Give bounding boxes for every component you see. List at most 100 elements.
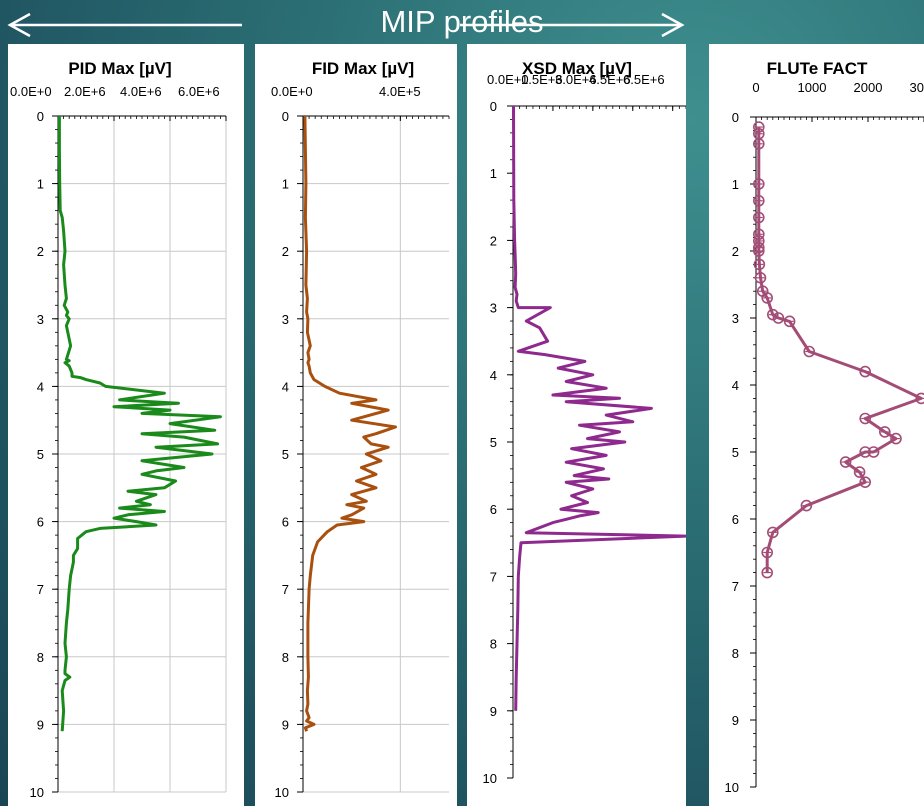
- fid-y-tick-label: 2: [282, 244, 289, 259]
- xsd-y-tick-label: 3: [490, 301, 497, 316]
- fact-data-point: [766, 526, 779, 539]
- fid-chart: FID Max [µV] 0.0E+0 4.0E+5 0 1 2 3 4 5 6 7 8 9 10: [271, 59, 450, 800]
- pid-x-tick-label: 4.0E+6: [120, 84, 162, 99]
- header: MIP profiles: [0, 0, 924, 46]
- fact-data-point: [761, 566, 774, 579]
- fact-x-tick-label: 1000: [798, 80, 827, 95]
- xsd-chart: XSD Max [µV]0.0E+01.5E+63.0E+64.5E+66.5E…: [483, 59, 686, 786]
- fact-y-tick-label: 9: [732, 713, 739, 728]
- pid-y-tick-label: 3: [37, 312, 44, 327]
- pid-y-tick-label: 6: [37, 515, 44, 530]
- fact-data-point: [879, 426, 891, 438]
- fid-chart-panel: FID Max [µV] 0.0E+0 4.0E+5 0 1 2 3 4 5 6 7 8 9 10: [255, 44, 457, 806]
- fact-y-tick-label: 0: [732, 110, 739, 125]
- fid-y-tick-label: 7: [282, 582, 289, 597]
- pid-y-tick-label: 10: [30, 785, 44, 800]
- xsd-y-tick-label: 2: [490, 233, 497, 248]
- pid-y-tick-label: 5: [37, 447, 44, 462]
- left-arrow-icon: [7, 12, 242, 38]
- fact-data-point: [752, 241, 765, 254]
- fact-series-line: [757, 127, 923, 573]
- fid-y-tick-label: 8: [282, 650, 289, 665]
- xsd-x-tick-label: 0.0E+0: [487, 72, 529, 87]
- fact-y-tick-label: 10: [725, 780, 739, 795]
- fact-data-point: [800, 499, 813, 512]
- pid-series-line: [57, 116, 222, 732]
- pid-y-tick-label: 8: [37, 650, 44, 665]
- xsd-chart-panel: XSD Max [µV] 0.0E+0 1.5E+6 3.0E+6 4.5E+6 6.5E…: [467, 44, 686, 806]
- fid-y-tick-label: 6: [282, 515, 289, 530]
- fact-data-point: [783, 315, 796, 328]
- fact-y-tick-label: 6: [732, 512, 739, 527]
- xsd-y-tick-label: 1: [490, 166, 497, 181]
- fid-y-tick-label: 4: [282, 379, 289, 394]
- pid-y-tick-label: 9: [37, 717, 44, 732]
- fact-data-point: [752, 121, 765, 133]
- xsd-y-tick-label: 8: [490, 637, 497, 652]
- pid-x-tick-label: 6.0E+6: [178, 84, 220, 99]
- pid-y-tick-label: 7: [37, 582, 44, 597]
- pid-y-tick-label: 2: [37, 244, 44, 259]
- fact-x-tick-label: 0: [752, 80, 759, 95]
- fact-y-tick-label: 1: [732, 177, 739, 192]
- pid-y-tick-label: 1: [37, 177, 44, 192]
- xsd-y-tick-label: 4: [490, 368, 497, 383]
- fid-y-tick-label: 10: [275, 785, 289, 800]
- fact-data-point: [753, 258, 766, 271]
- fid-x-tick-label: 4.0E+5: [379, 84, 421, 99]
- fact-data-point: [803, 345, 815, 358]
- fid-y-tick-label: 1: [282, 177, 289, 192]
- pid-chart: PID Max [µV] 0.0E+0 2.0E+6 4.0E+6 6.0E+6 0 1 2 3…: [10, 59, 227, 800]
- pid-y-tick-label: 4: [37, 379, 44, 394]
- fact-data-point: [752, 211, 765, 224]
- pid-x-tick-label: 2.0E+6: [64, 84, 106, 99]
- fact-data-point: [839, 456, 852, 468]
- fact-chart-panel: FLUTe FACT 0 1000 2000 3000 0 1 2 3 4 5 6 7 8 9 10: [709, 44, 924, 806]
- fact-data-point: [761, 292, 774, 304]
- xsd-x-tick-label: 6.5E+6: [623, 72, 665, 87]
- xsd-y-tick-label: 7: [490, 569, 497, 584]
- xsd-y-tick-label: 9: [490, 704, 497, 719]
- fid-chart-title: FID Max [µV]: [312, 59, 414, 78]
- fact-y-tick-label: 7: [732, 579, 739, 594]
- fact-data-point: [859, 476, 871, 488]
- fact-chart: FLUTe FACT 0 1000 2000 3000 0 1 2 3 4 5 6 7 8 9 10: [725, 59, 924, 795]
- xsd-y-tick-label: 5: [490, 435, 497, 450]
- fact-y-tick-label: 5: [732, 445, 739, 460]
- fact-data-point: [859, 412, 871, 425]
- xsd-y-tick-label: 6: [490, 502, 497, 517]
- fid-y-tick-label: 5: [282, 447, 289, 462]
- xsd-x-tick-label: 4.5E+6: [589, 72, 631, 87]
- fid-y-tick-label: 9: [282, 717, 289, 732]
- fact-y-tick-label: 2: [732, 244, 739, 259]
- fid-series-line: [303, 115, 397, 732]
- fact-data-point: [915, 392, 924, 405]
- fact-data-point: [752, 138, 765, 150]
- fact-chart-title: FLUTe FACT: [767, 59, 868, 78]
- fact-data-point: [754, 272, 767, 284]
- fact-x-tick-label: 2000: [854, 80, 883, 95]
- fact-data-point: [752, 228, 765, 241]
- fact-data-point: [772, 312, 785, 324]
- fact-data-point: [890, 432, 902, 445]
- fact-x-tick-label: 3000: [910, 80, 924, 95]
- xsd-x-tick-label: 3.0E+6: [555, 72, 597, 87]
- pid-chart-panel: PID Max [µV] 0.0E+0 2.0E+6 4.0E+6 6.0E+6 0 1 2 3…: [8, 44, 244, 806]
- xsd-y-tick-label: 0: [490, 99, 497, 114]
- fact-data-point: [752, 178, 765, 190]
- xsd-x-tick-label: 1.5E+6: [521, 72, 563, 87]
- fact-y-tick-label: 4: [732, 378, 739, 393]
- fid-y-tick-label: 3: [282, 312, 289, 327]
- fact-y-tick-label: 8: [732, 646, 739, 661]
- pid-x-tick-label: 0.0E+0: [10, 84, 52, 99]
- fact-data-point: [859, 365, 871, 378]
- fact-data-point: [766, 308, 779, 321]
- page-title: MIP profiles: [380, 4, 544, 39]
- xsd-series-line: [512, 105, 686, 711]
- fact-y-tick-label: 3: [732, 311, 739, 326]
- fid-x-tick-label: 0.0E+0: [271, 84, 313, 99]
- pid-y-tick-label: 0: [37, 109, 44, 124]
- xsd-y-tick-label: 10: [483, 771, 497, 786]
- fid-y-tick-label: 0: [282, 109, 289, 124]
- pid-chart-title: PID Max [µV]: [68, 59, 171, 78]
